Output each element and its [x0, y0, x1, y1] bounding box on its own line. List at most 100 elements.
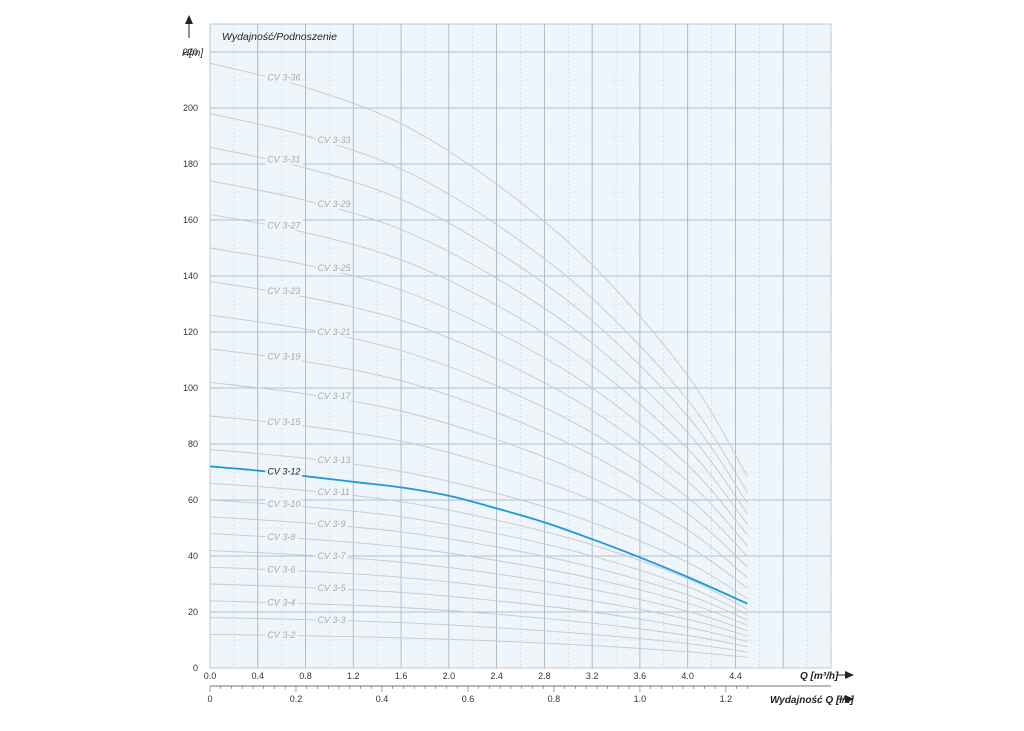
- series-label-bg: [315, 453, 353, 465]
- x2-axis-label: Wydajność Q [l/s]: [770, 695, 854, 706]
- series-line-cv-3-23: [209, 281, 748, 546]
- series-line-cv-3-25: [209, 247, 748, 536]
- x-tick-label: 4.0: [681, 671, 694, 681]
- series-line-cv-3-13: [209, 449, 748, 600]
- x2-axis-arrow-icon: [837, 695, 854, 703]
- series-label: CV 3-23: [267, 286, 300, 296]
- x2-tick-label: 1.2: [720, 694, 733, 704]
- x2-tick-label: 0.8: [548, 694, 561, 704]
- series-label-bg: [265, 563, 298, 575]
- y-tick-label: 60: [188, 495, 198, 505]
- series-label: CV 3-9: [317, 519, 345, 529]
- x2-tick-label: 0.4: [376, 694, 389, 704]
- series-label-bg: [265, 629, 298, 641]
- y-tick-label: 100: [183, 383, 198, 393]
- x-tick-label: 1.2: [347, 671, 360, 681]
- y-tick-label: 20: [188, 607, 198, 617]
- series-label: CV 3-27: [267, 220, 301, 230]
- x-axis-label: Q [m³/h]: [800, 671, 839, 682]
- series-label: CV 3-8: [267, 532, 295, 542]
- series-label-bg: [315, 390, 353, 402]
- y-tick-label: 220: [183, 47, 198, 57]
- series-label-bg: [265, 596, 298, 608]
- x2-tick-label: 0: [207, 694, 212, 704]
- series-line-cv-3-15: [209, 415, 748, 589]
- series-line-cv-3-31: [209, 146, 748, 504]
- series-line-cv-3-4: [209, 600, 748, 648]
- series-label: CV 3-13: [317, 455, 350, 465]
- x-tick-label: 4.4: [729, 671, 742, 681]
- x-tick-label: 3.6: [634, 671, 647, 681]
- series-label-bg: [315, 485, 353, 497]
- series-line-cv-3-36: [209, 62, 748, 477]
- series-label-bg: [265, 71, 303, 83]
- axes: 0 20 40 60 80 100 120 140 160 180 200 220 0.0 0.4 0.8 1…: [183, 47, 831, 704]
- series-line-cv-3-11: [209, 482, 748, 610]
- series-label-bg: [265, 350, 303, 362]
- x-tick-label: 2.4: [490, 671, 503, 681]
- y-axis-arrow-icon: [185, 15, 193, 38]
- series-label-bg: [265, 219, 303, 231]
- series-label: CV 3-33: [317, 135, 350, 145]
- x-tick-label: 2.0: [443, 671, 456, 681]
- series-line-cv-3-21: [209, 314, 748, 557]
- x-tick-label: 0.0: [204, 671, 217, 681]
- series-line-cv-3-7: [209, 549, 748, 632]
- series-line-cv-3-6: [209, 566, 748, 637]
- x2-tick-label: 0.6: [462, 694, 475, 704]
- y-tick-label: 80: [188, 439, 198, 449]
- series-label-bg: [315, 518, 348, 530]
- series-line-cv-3-17: [209, 381, 748, 578]
- x2-tick-label: 0.2: [290, 694, 303, 704]
- y-tick-label: 180: [183, 159, 198, 169]
- series-line-cv-3-2: [209, 633, 748, 658]
- series-label: CV 3-2: [267, 630, 295, 640]
- y-tick-label: 120: [183, 327, 198, 337]
- x-axis-arrow-icon: [837, 671, 854, 679]
- series-line-cv-3-27: [209, 213, 748, 525]
- series-label-bg: [265, 284, 303, 296]
- series-label: CV 3-21: [317, 327, 350, 337]
- series-line-cv-3-12: [209, 465, 748, 605]
- x2-tick-label: 1.0: [634, 694, 647, 704]
- series-label-bg: [265, 498, 303, 510]
- series-label-bg: [265, 530, 298, 542]
- series-label-bg: [315, 613, 348, 625]
- series-line-cv-3-19: [209, 348, 748, 568]
- y-tick-label: 40: [188, 551, 198, 561]
- series-label: CV 3-12: [267, 467, 300, 477]
- x-tick-label: 0.8: [299, 671, 312, 681]
- series-label-bg: [315, 261, 353, 273]
- series-label: CV 3-3: [317, 615, 345, 625]
- x-tick-label: 2.8: [538, 671, 551, 681]
- x-tick-label: 0.4: [252, 671, 265, 681]
- series-label-bg: [315, 550, 348, 562]
- series-label-bg: [315, 198, 353, 210]
- curves: [209, 62, 748, 658]
- series-label-bg: [315, 581, 348, 593]
- series-label: CV 3-36: [267, 73, 300, 83]
- y-tick-label: 160: [183, 215, 198, 225]
- series-label-bg: [265, 153, 303, 165]
- series-line-cv-3-8: [209, 533, 748, 626]
- x-tick-label: 3.2: [586, 671, 599, 681]
- series-line-cv-3-9: [209, 516, 748, 621]
- curve-labels: CV 3-2 CV 3-3 CV 3-4 CV 3-5 CV 3-6 CV 3-7 CV 3…: [265, 71, 353, 641]
- series-label: CV 3-25: [317, 263, 351, 273]
- y-tick-label: 200: [183, 103, 198, 113]
- series-label: CV 3-19: [267, 352, 300, 362]
- series-label: CV 3-10: [267, 499, 300, 509]
- y-axis-label: H[m]: [182, 48, 203, 59]
- series-label: CV 3-4: [267, 597, 295, 607]
- series-label: CV 3-17: [317, 391, 351, 401]
- series-label: CV 3-11: [317, 487, 349, 497]
- series-label: CV 3-29: [317, 199, 350, 209]
- series-label: CV 3-31: [267, 155, 300, 165]
- series-label: CV 3-7: [317, 551, 346, 561]
- chart-title: Wydajność/Podnoszenie: [222, 31, 337, 43]
- series-line-cv-3-10: [209, 499, 748, 616]
- series-line-cv-3-3: [209, 617, 748, 653]
- series-label-bg: [315, 325, 353, 337]
- series-label: CV 3-5: [317, 583, 346, 593]
